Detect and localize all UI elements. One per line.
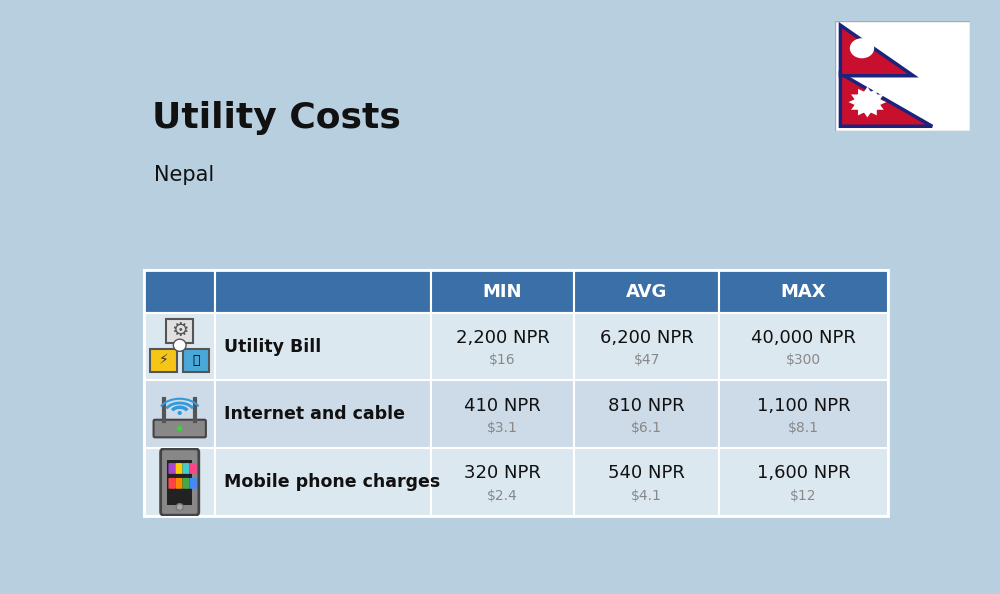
Text: $2.4: $2.4: [487, 488, 518, 503]
Polygon shape: [877, 94, 884, 99]
Polygon shape: [871, 89, 877, 94]
FancyBboxPatch shape: [144, 270, 215, 313]
FancyBboxPatch shape: [190, 463, 197, 474]
Text: 1,100 NPR: 1,100 NPR: [757, 397, 850, 415]
Polygon shape: [864, 87, 871, 91]
Polygon shape: [858, 89, 864, 94]
Polygon shape: [848, 99, 855, 105]
FancyBboxPatch shape: [574, 381, 719, 448]
Polygon shape: [840, 25, 913, 76]
FancyBboxPatch shape: [719, 448, 888, 516]
Bar: [167, 460, 192, 505]
FancyBboxPatch shape: [144, 448, 215, 516]
Text: $4.1: $4.1: [631, 488, 662, 503]
Text: $6.1: $6.1: [631, 421, 662, 435]
FancyBboxPatch shape: [431, 448, 574, 516]
Text: 2,200 NPR: 2,200 NPR: [456, 329, 550, 347]
FancyBboxPatch shape: [154, 420, 206, 437]
FancyBboxPatch shape: [175, 463, 183, 474]
Polygon shape: [858, 110, 864, 115]
Text: $16: $16: [489, 353, 516, 367]
Text: 6,200 NPR: 6,200 NPR: [600, 329, 693, 347]
Polygon shape: [877, 105, 884, 110]
Text: AVG: AVG: [626, 283, 667, 301]
Polygon shape: [851, 105, 858, 110]
FancyBboxPatch shape: [215, 448, 431, 516]
FancyBboxPatch shape: [161, 449, 199, 515]
Polygon shape: [851, 94, 858, 99]
FancyBboxPatch shape: [175, 478, 183, 489]
Polygon shape: [864, 112, 871, 118]
Bar: [183, 349, 209, 372]
Text: 40,000 NPR: 40,000 NPR: [751, 329, 856, 347]
FancyBboxPatch shape: [183, 463, 190, 474]
FancyBboxPatch shape: [574, 270, 719, 313]
Text: 810 NPR: 810 NPR: [608, 397, 685, 415]
FancyBboxPatch shape: [719, 381, 888, 448]
Text: $12: $12: [790, 488, 817, 503]
Bar: [150, 349, 177, 372]
Text: MAX: MAX: [781, 283, 826, 301]
Text: 320 NPR: 320 NPR: [464, 464, 541, 482]
Text: Internet and cable: Internet and cable: [224, 405, 405, 424]
FancyBboxPatch shape: [215, 313, 431, 381]
Text: Utility Bill: Utility Bill: [224, 337, 322, 356]
FancyBboxPatch shape: [719, 313, 888, 381]
Text: $8.1: $8.1: [788, 421, 819, 435]
Polygon shape: [880, 99, 886, 105]
Polygon shape: [840, 74, 932, 127]
Text: Nepal: Nepal: [154, 165, 215, 185]
Circle shape: [178, 411, 182, 415]
Bar: [166, 319, 193, 343]
FancyBboxPatch shape: [574, 313, 719, 381]
FancyBboxPatch shape: [144, 313, 215, 381]
FancyBboxPatch shape: [168, 478, 175, 489]
Text: 410 NPR: 410 NPR: [464, 397, 541, 415]
Text: $47: $47: [633, 353, 660, 367]
Text: 🚿: 🚿: [192, 353, 200, 366]
Text: ⚙: ⚙: [171, 321, 188, 340]
Text: $300: $300: [786, 353, 821, 367]
FancyBboxPatch shape: [215, 270, 431, 313]
Text: 1,600 NPR: 1,600 NPR: [757, 464, 850, 482]
Text: Mobile phone charges: Mobile phone charges: [224, 473, 441, 491]
FancyBboxPatch shape: [431, 381, 574, 448]
Text: Utility Costs: Utility Costs: [152, 101, 401, 135]
Text: $3.1: $3.1: [487, 421, 518, 435]
FancyBboxPatch shape: [431, 313, 574, 381]
FancyBboxPatch shape: [574, 448, 719, 516]
Circle shape: [176, 504, 183, 510]
FancyBboxPatch shape: [719, 270, 888, 313]
Polygon shape: [871, 110, 877, 115]
FancyBboxPatch shape: [144, 381, 215, 448]
FancyBboxPatch shape: [183, 478, 190, 489]
FancyBboxPatch shape: [190, 478, 197, 489]
FancyBboxPatch shape: [215, 381, 431, 448]
Circle shape: [173, 339, 186, 352]
FancyBboxPatch shape: [431, 270, 574, 313]
FancyBboxPatch shape: [168, 463, 175, 474]
Circle shape: [855, 91, 880, 112]
Text: 540 NPR: 540 NPR: [608, 464, 685, 482]
Circle shape: [177, 426, 183, 431]
Text: MIN: MIN: [483, 283, 522, 301]
Text: ⚡: ⚡: [159, 353, 168, 367]
Circle shape: [851, 39, 873, 58]
